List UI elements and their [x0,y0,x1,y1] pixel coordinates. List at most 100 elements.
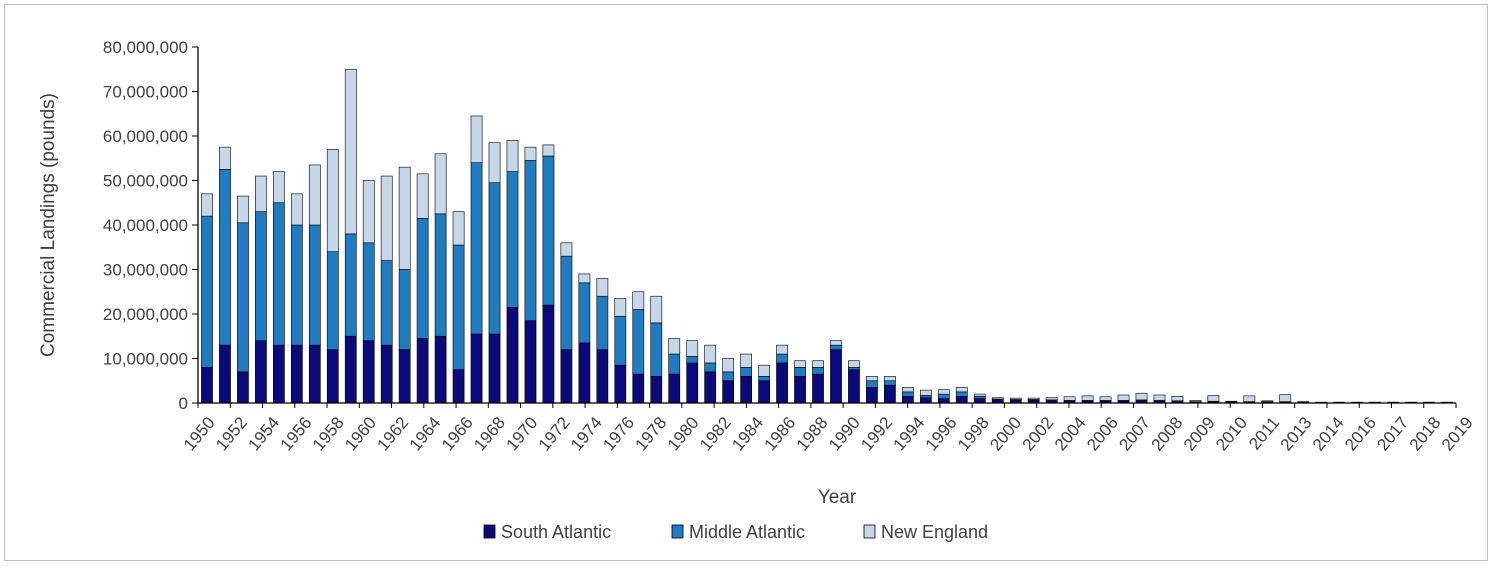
bar-segment [380,344,393,404]
bar-segment [776,362,788,404]
bar-segment [794,367,806,377]
y-tick-label: 0 [179,394,188,413]
bar-segment [1117,394,1130,401]
bar-segment [362,242,375,342]
x-tick-label: 2017 [1373,413,1412,454]
bar-segment [452,211,465,246]
bar-segment [452,244,465,370]
bar-segment [452,369,465,404]
bars [201,68,1453,404]
bar-segment [596,295,609,350]
bar-segment [506,171,519,308]
bar-segment [488,142,501,184]
bar-segment [524,320,537,404]
bar-segment [991,397,1004,400]
x-tick-label: 1956 [277,413,316,454]
y-tick-label: 30,000,000 [103,261,188,280]
bar-segment [398,349,411,404]
bar-segment [362,180,375,244]
bar-segment [380,175,393,261]
x-tick-label: 1950 [180,413,219,454]
x-tick-label: 1978 [632,413,671,454]
legend-swatch [671,524,684,539]
bar-segment [794,360,806,368]
bar-segment [398,166,411,270]
x-tick-label: 2008 [1148,413,1187,454]
legend-label: South Atlantic [501,522,611,542]
bar-segment [416,338,429,404]
bar-segment [578,342,591,404]
x-tick-label: 1972 [535,413,574,454]
legend-swatch [863,524,876,539]
bar-segment [326,251,339,350]
y-axis-title: Commercial Landings (pounds) [38,93,59,357]
x-tick-label: 2006 [1083,413,1122,454]
bar-segment [255,340,267,404]
x-tick-label: 1990 [825,413,864,454]
bar-segment [704,371,717,404]
x-tick-label: 2011 [1245,413,1283,453]
y-axis-ticks: 0 10,000,000 20,000,000 30,000,000 40,000,00… [103,38,198,413]
bar-segment [740,367,752,377]
bar-segment [272,344,285,404]
bar-segment [937,393,950,399]
bar-segment [201,367,213,404]
y-tick-label: 60,000,000 [103,127,188,146]
bar-segment [434,213,447,337]
x-tick-label: 1970 [502,413,541,454]
bar-segment [830,344,842,350]
x-tick-label: 1998 [954,413,993,454]
x-tick-label: 1974 [567,413,606,454]
bar-segment [237,371,249,404]
x-tick-label: 1986 [761,413,800,454]
bar-segment [308,224,321,346]
bar-segment [1135,392,1148,401]
bar-segment [866,387,878,404]
bar-segment [308,344,321,404]
bar-segment [812,373,824,404]
bar-segment [973,396,986,399]
bar-segment [272,171,285,204]
x-tick-label: 2010 [1212,413,1251,454]
legend-swatch [483,524,496,539]
y-tick-label: 50,000,000 [103,172,188,191]
bar-segment [524,160,537,321]
bar-segment [919,395,932,398]
bar-segment [578,273,591,284]
bar-segment [812,360,824,368]
bar-segment [758,364,770,377]
bar-segment [560,349,573,404]
bar-segment [1279,394,1292,402]
bar-segment [686,355,699,364]
x-axis-ticks: 1950195219541956195819601962196419661968… [180,403,1477,454]
bar-segment [884,384,896,404]
bar-segment [848,367,860,370]
bar-segment [434,335,447,404]
bar-segment [919,389,932,396]
bar-segment [470,162,483,335]
bar-segment [668,353,681,375]
bar-segment [434,153,447,215]
bar-segment [308,164,321,226]
bar-segment [1063,396,1076,401]
bar-segment [416,173,429,219]
bar-segment [614,298,627,317]
x-tick-label: 1962 [373,413,412,454]
x-tick-label: 2002 [1019,413,1058,454]
bar-segment [219,344,231,404]
bar-segment [290,193,303,226]
bar-segment [1153,394,1166,401]
x-tick-label: 1958 [309,413,348,454]
legend-label: Middle Atlantic [689,522,805,542]
bar-segment [1081,395,1094,401]
bar-segment [740,375,752,404]
bar-segment [919,397,932,404]
bar-segment [219,169,231,346]
bar-segment [344,233,357,337]
bar-segment [758,380,770,404]
bar-segment [416,218,429,339]
bar-segment [758,375,770,382]
bar-segment [237,195,249,224]
x-tick-label: 1952 [212,413,251,454]
